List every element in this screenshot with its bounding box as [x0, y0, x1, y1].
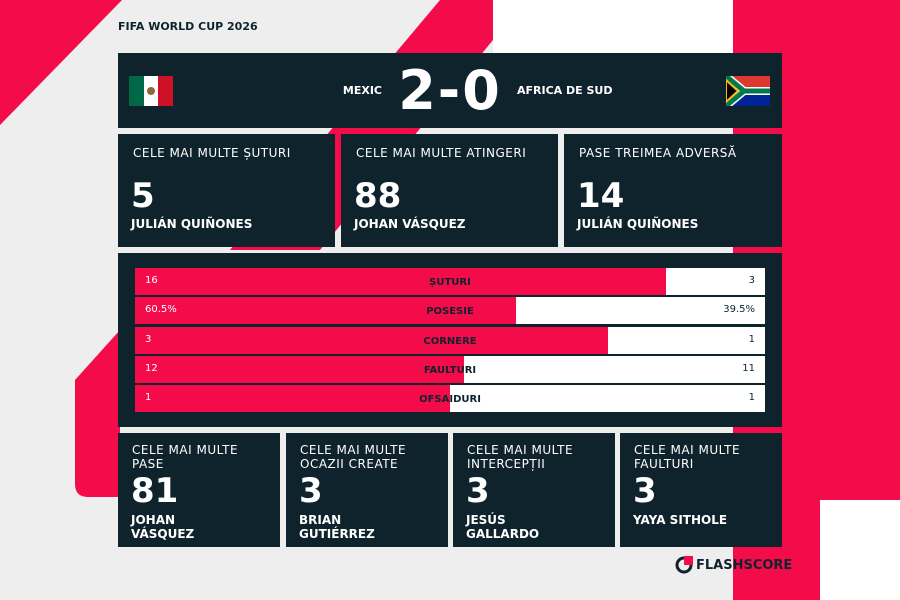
home-value: 1 [145, 392, 152, 403]
stat-value: 88 [354, 176, 402, 216]
home-bar [135, 268, 666, 295]
home-value: 16 [145, 275, 158, 286]
stat-row: 60.5% 39.5% POSESIE [135, 297, 765, 324]
score: 2-0 [398, 59, 502, 122]
away-value: 1 [748, 334, 755, 345]
stat-card: CELE MAI MULTE OCAZII CREATE 3 BRIAN GUTIÉ… [286, 433, 448, 547]
player-name: YAYA SITHOLE [633, 513, 728, 527]
home-bar [135, 356, 464, 383]
stat-card: CELE MAI MULTE ȘUTURI 5 JULIÁN QUIÑONES [118, 134, 335, 247]
logo: FLASHSCORE [675, 556, 792, 574]
logo-icon [675, 556, 693, 574]
stat-label: CELE MAI MULTE FAULTURI [634, 443, 741, 471]
home-bar [135, 327, 608, 354]
stat-card: CELE MAI MULTE INTERCEPȚII 3 JESÚS GALLARD… [453, 433, 615, 547]
stat-label: CELE MAI MULTE ATINGERI [356, 146, 527, 160]
home-bar [135, 385, 450, 412]
player-name: JESÚS GALLARDO [466, 513, 540, 541]
player-name: JOHAN VÁSQUEZ [131, 513, 195, 541]
home-value: 3 [145, 334, 152, 345]
stat-value: 5 [131, 176, 155, 216]
title: FIFA WORLD CUP 2026 [118, 20, 258, 33]
stat-row: 16 3 ȘUTURI [135, 268, 765, 295]
stat-label: CELE MAI MULTE PASE [132, 443, 239, 471]
home-value: 60.5% [145, 304, 177, 315]
flag-south-africa [726, 76, 770, 106]
away-value: 39.5% [723, 304, 755, 315]
away-value: 11 [742, 363, 755, 374]
stat-label: CELE MAI MULTE INTERCEPȚII [467, 443, 574, 471]
score-header: MEXIC 2-0 AFRICA DE SUD [118, 53, 782, 128]
player-name: JULIÁN QUIÑONES [577, 217, 699, 231]
stat-value: 3 [466, 471, 490, 511]
stat-card: CELE MAI MULTE PASE 81 JOHAN VÁSQUEZ [118, 433, 280, 547]
stat-value: 3 [633, 471, 657, 511]
stat-name: OFSAIDURI [419, 394, 481, 405]
stat-card: CELE MAI MULTE FAULTURI 3 YAYA SITHOLE [620, 433, 782, 547]
stat-name: CORNERE [423, 336, 477, 347]
stat-row: 1 1 OFSAIDURI [135, 385, 765, 412]
away-value: 3 [748, 275, 755, 286]
player-name: JOHAN VÁSQUEZ [354, 217, 466, 231]
stat-name: FAULTURI [423, 365, 477, 376]
stat-name: ȘUTURI [429, 277, 471, 288]
stat-value: 81 [131, 471, 179, 511]
player-name: BRIAN GUTIÉRREZ [299, 513, 375, 541]
stat-value: 14 [577, 176, 625, 216]
home-team: MEXIC [342, 84, 382, 97]
stat-card: CELE MAI MULTE ATINGERI 88 JOHAN VÁSQUEZ [341, 134, 558, 247]
flag-mexico [129, 76, 173, 106]
stat-label: PASE TREIMEA ADVERSĂ [579, 146, 737, 160]
home-bar [135, 297, 517, 324]
brand: FLASHSCORE [696, 557, 793, 573]
comparison-panel: 16 3 ȘUTURI 60.5% 39.5% POSESIE 3 1 CORNERE 12 11 F… [118, 253, 782, 427]
away-value: 1 [748, 392, 755, 403]
away-team: AFRICA DE SUD [517, 84, 613, 97]
stat-name: POSESIE [426, 306, 474, 317]
stat-value: 3 [299, 471, 323, 511]
stat-row: 3 1 CORNERE [135, 327, 765, 354]
player-name: JULIÁN QUIÑONES [131, 217, 253, 231]
home-value: 12 [145, 363, 158, 374]
stat-row: 12 11 FAULTURI [135, 356, 765, 383]
stat-label: CELE MAI MULTE ȘUTURI [133, 146, 291, 160]
stat-label: CELE MAI MULTE OCAZII CREATE [300, 443, 407, 471]
stat-card: PASE TREIMEA ADVERSĂ 14 JULIÁN QUIÑONES [564, 134, 782, 247]
